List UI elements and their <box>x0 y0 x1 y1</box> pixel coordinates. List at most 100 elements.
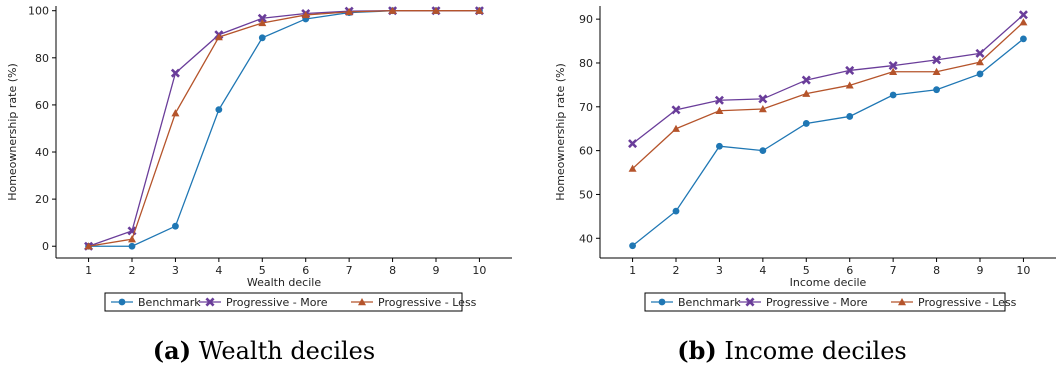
y-tick-label: 20 <box>35 193 49 206</box>
data-point <box>301 10 310 19</box>
data-point <box>672 124 680 132</box>
series-progressive-more <box>628 10 1028 149</box>
x-tick-label: 5 <box>803 264 810 277</box>
legend-marker <box>745 297 755 307</box>
data-point <box>976 58 984 66</box>
data-point <box>845 65 855 75</box>
legend-marker <box>118 298 126 306</box>
data-point <box>671 105 681 115</box>
x-axis-label: Income decile <box>790 276 867 289</box>
data-point <box>716 142 723 150</box>
data-point <box>932 67 941 75</box>
y-axis-label: Homeownership rate (%) <box>554 63 567 201</box>
x-tick-label: 10 <box>1016 264 1030 277</box>
x-tick-label: 9 <box>433 264 440 277</box>
series-benchmark <box>629 35 1027 250</box>
data-point <box>629 242 636 250</box>
series-line <box>632 14 1024 145</box>
data-point <box>475 6 484 14</box>
legend-item: Progressive - More <box>739 296 868 309</box>
data-point <box>214 33 223 41</box>
x-tick-label: 4 <box>759 264 766 277</box>
series-benchmark <box>85 7 483 250</box>
x-axis-label: Wealth decile <box>247 276 321 289</box>
chart-wealth-deciles: 0 20 40 60 80 100 1 2 3 4 5 6 7 8 9 10 Wealth decile Home… <box>6 5 512 312</box>
y-tick-label: 40 <box>579 232 593 245</box>
x-tick-label: 6 <box>302 264 309 277</box>
legend-item: Progressive - Less <box>891 296 1017 309</box>
legend-box <box>104 292 463 312</box>
x-tick-label: 6 <box>846 264 853 277</box>
x-tick-label: 3 <box>172 264 179 277</box>
legend-label: Benchmark <box>678 296 741 309</box>
legend-label: Progressive - Less <box>918 296 1017 309</box>
data-point <box>846 113 854 120</box>
data-point <box>215 106 223 114</box>
data-point <box>171 109 180 117</box>
legend-label: Progressive - More <box>766 296 868 309</box>
data-point <box>975 48 985 58</box>
data-point <box>345 7 354 16</box>
y-tick-label: 70 <box>579 101 593 114</box>
data-point <box>976 70 984 78</box>
caption-text: Income deciles <box>724 337 907 365</box>
legend-item: Benchmark <box>651 296 741 309</box>
data-point <box>128 242 136 250</box>
y-tick-label: 80 <box>35 52 49 65</box>
y-tick-label: 60 <box>35 99 49 112</box>
y-tick-label: 40 <box>35 146 49 159</box>
legend: Benchmark Progressive - More Progressive -… <box>104 292 477 312</box>
legend-label: Progressive - Less <box>378 296 477 309</box>
data-point <box>258 34 266 42</box>
x-tick-label: 7 <box>346 264 353 277</box>
data-point <box>889 67 898 75</box>
caption-text: Wealth deciles <box>198 337 376 365</box>
caption-tag: (b) <box>677 336 717 365</box>
legend-item: Progressive - Less <box>351 296 477 309</box>
data-point <box>1018 10 1028 20</box>
legend-marker <box>658 298 666 306</box>
y-tick-label: 0 <box>42 240 49 253</box>
x-tick-label: 7 <box>890 264 897 277</box>
legend-label: Benchmark <box>138 296 201 309</box>
data-point <box>888 61 898 71</box>
data-point <box>802 120 810 127</box>
x-tick-label: 1 <box>85 264 92 277</box>
series-line <box>88 10 480 247</box>
legend-marker <box>898 298 906 306</box>
data-point <box>128 235 136 243</box>
data-point <box>170 68 180 78</box>
data-point <box>889 91 897 99</box>
chart-income-deciles: 40 50 60 70 80 90 1 2 3 4 5 6 7 8 9 10 Income decile Home… <box>554 6 1056 312</box>
data-point <box>932 55 942 65</box>
data-point <box>388 6 397 14</box>
legend-item: Benchmark <box>111 296 201 309</box>
data-point <box>758 104 767 113</box>
data-point <box>257 13 267 23</box>
data-point <box>759 147 767 155</box>
y-tick-label: 100 <box>28 5 49 18</box>
data-point <box>628 164 637 172</box>
caption-tag: (a) <box>152 336 192 365</box>
data-point <box>172 222 179 230</box>
x-tick-label: 2 <box>129 264 136 277</box>
series-progressive-less <box>628 18 1028 172</box>
series-line <box>632 21 1024 170</box>
series-progressive-more <box>84 6 484 251</box>
data-point <box>258 18 267 27</box>
legend-label: Progressive - More <box>226 296 328 309</box>
panel-wealth-deciles: 0 20 40 60 80 100 1 2 3 4 5 6 7 8 9 10 Wealth decile Home… <box>6 5 512 365</box>
series-line <box>88 10 480 247</box>
x-tick-label: 5 <box>259 264 266 277</box>
series-progressive-less <box>84 6 484 250</box>
legend-marker <box>205 297 215 307</box>
data-point <box>672 207 680 215</box>
data-point <box>714 95 724 105</box>
y-tick-label: 50 <box>579 188 593 201</box>
legend-marker <box>358 298 366 306</box>
legend: Benchmark Progressive - More Progressive -… <box>644 292 1017 312</box>
data-point <box>1020 35 1027 43</box>
x-tick-label: 4 <box>215 264 222 277</box>
panel-income-deciles: 40 50 60 70 80 90 1 2 3 4 5 6 7 8 9 10 Income decile Home… <box>528 0 1056 372</box>
